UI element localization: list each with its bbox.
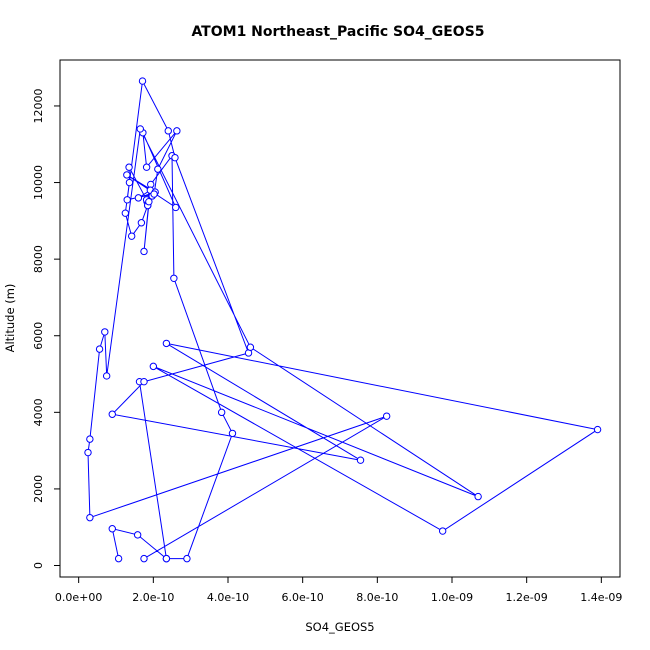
data-point — [171, 153, 179, 162]
data-point — [170, 274, 178, 282]
y-tick-label: 12000 — [32, 88, 45, 123]
data-point — [125, 178, 134, 187]
data-point — [136, 125, 144, 133]
data-point — [438, 527, 447, 535]
data-point — [217, 408, 226, 417]
data-point — [140, 247, 148, 256]
data-point — [246, 343, 255, 351]
data-point — [101, 328, 109, 336]
data-point — [228, 429, 237, 438]
y-tick-label: 2000 — [32, 475, 45, 503]
data-point — [86, 435, 94, 443]
data-point — [95, 345, 104, 353]
data-point — [86, 513, 94, 522]
x-tick-label: 4.0e-10 — [207, 591, 249, 604]
x-tick-label: 2.0e-10 — [132, 591, 174, 604]
data-point — [102, 372, 111, 380]
data-point — [356, 456, 365, 464]
data-point — [121, 209, 130, 217]
data-point — [140, 554, 148, 563]
x-axis: 0.0e+00 2.0e-10 4.0e-10 6.0e-10 8.0e-10 1.0e-… — [55, 577, 622, 604]
data-point — [145, 197, 153, 206]
data-point — [150, 190, 158, 198]
x-tick-label: 1.0e-09 — [431, 591, 473, 604]
data-point — [183, 554, 191, 563]
data-point — [123, 196, 131, 204]
x-tick-label: 1.2e-09 — [506, 591, 548, 604]
data-point — [162, 554, 171, 563]
y-tick-label: 4000 — [32, 398, 45, 426]
data-point — [108, 410, 116, 418]
data-point — [84, 448, 92, 457]
data-point — [134, 194, 143, 202]
data-point — [127, 232, 136, 240]
data-point — [382, 412, 391, 420]
x-tick-label: 6.0e-10 — [282, 591, 324, 604]
data-point — [593, 425, 602, 434]
data-point — [162, 339, 171, 348]
y-tick-label: 8000 — [32, 245, 45, 273]
x-tick-label: 8.0e-10 — [356, 591, 398, 604]
series-layer — [84, 77, 602, 563]
plot-frame — [59, 59, 621, 578]
y-tick-label: 10000 — [32, 165, 45, 200]
data-point — [173, 127, 181, 135]
y-axis-label: Altitude (m) — [3, 284, 17, 353]
data-point — [138, 77, 147, 85]
data-point — [114, 554, 123, 563]
y-tick-label: 0 — [32, 562, 45, 569]
data-point — [149, 362, 158, 371]
data-point — [108, 525, 116, 533]
y-tick-label: 6000 — [32, 322, 45, 350]
series-line — [87, 79, 599, 560]
chart-title: ATOM1 Northeast_Pacific SO4_GEOS5 — [191, 24, 484, 40]
data-point — [137, 219, 146, 227]
y-axis: 0 2000 4000 6000 8000 10000 12000 — [32, 88, 60, 569]
data-point — [140, 377, 148, 386]
x-tick-label: 0.0e+00 — [55, 591, 102, 604]
data-point — [123, 171, 131, 179]
data-point — [125, 163, 133, 171]
data-point — [154, 165, 162, 173]
data-point — [164, 127, 172, 135]
x-axis-label: SO4_GEOS5 — [305, 620, 374, 634]
x-tick-label: 1.4e-09 — [580, 591, 622, 604]
data-point — [474, 492, 482, 501]
data-point — [172, 203, 180, 212]
data-point — [133, 531, 142, 539]
data-point — [142, 163, 151, 171]
